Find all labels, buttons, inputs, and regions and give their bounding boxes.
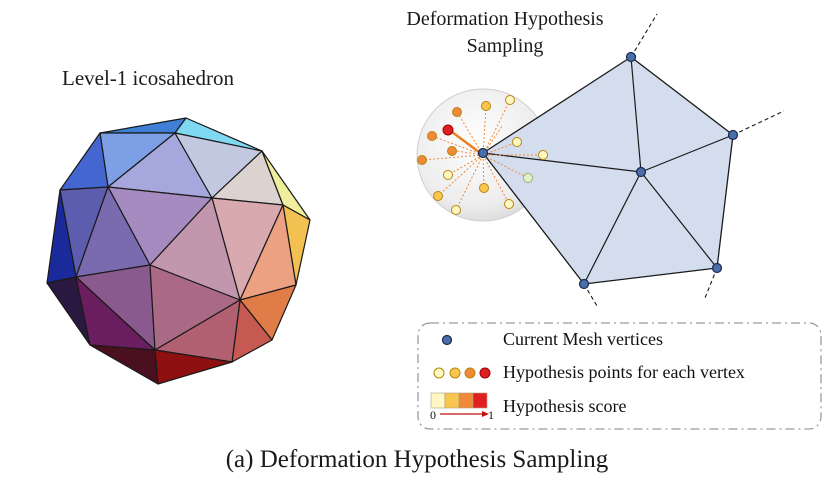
- hypothesis-point: [538, 150, 548, 160]
- sampling-title: Deformation Hypothesis Sampling: [370, 6, 640, 60]
- sampling-title-line1: Deformation Hypothesis: [406, 8, 604, 30]
- hypothesis-point: [452, 107, 462, 117]
- mesh-polygon: [482, 56, 734, 285]
- mesh-edge: [640, 171, 718, 269]
- mesh-vertex: [625, 51, 637, 63]
- hypothesis-point: [417, 155, 427, 165]
- hypothesis-point: [512, 137, 522, 147]
- legend-label-mesh-vertices: Current Mesh vertices: [503, 329, 663, 349]
- mesh-edge-extension: [583, 283, 598, 307]
- legend-box: [417, 322, 822, 430]
- ico-face: [89, 344, 159, 385]
- legend-label-hypothesis-score: Hypothesis score: [503, 396, 627, 416]
- score-arrow-head: [482, 411, 489, 417]
- mesh-edge: [630, 56, 642, 173]
- mesh-fan: [482, 13, 785, 307]
- hypothesis-point: [447, 146, 457, 156]
- hypothesis-point: [443, 170, 453, 180]
- score-max-label: 1: [488, 408, 494, 422]
- sampling-title-line2: Sampling: [466, 35, 544, 57]
- ico-face: [99, 117, 187, 134]
- mesh-edge-extension: [630, 13, 658, 58]
- ico-face: [59, 132, 109, 191]
- icosahedron-title: Level-1 icosahedron: [62, 66, 235, 90]
- hypothesis-point: [442, 124, 454, 136]
- hypothesis-point: [523, 173, 533, 183]
- hypothesis-point: [504, 199, 514, 209]
- hypothesis-points: [417, 95, 548, 215]
- legend-label-hypothesis-points: Hypothesis points for each vertex: [503, 362, 745, 382]
- hypothesis-point: [433, 191, 443, 201]
- legend-score-scale: [430, 392, 488, 409]
- mesh-edge-extension: [732, 110, 785, 136]
- ico-face: [154, 349, 233, 385]
- figure-caption: (a) Deformation Hypothesis Sampling: [225, 446, 609, 473]
- mesh-edge: [583, 171, 642, 285]
- mesh-vertex: [635, 166, 647, 178]
- legend-vertex-marker: [441, 334, 453, 346]
- legend-hypothesis-markers: [433, 367, 491, 379]
- score-min-label: 0: [430, 408, 436, 422]
- mesh-edge: [482, 152, 642, 173]
- mesh-vertex: [711, 262, 723, 274]
- best-hypothesis-arrow: [451, 131, 484, 156]
- mesh-edge: [640, 134, 734, 173]
- hypothesis-point: [505, 95, 515, 105]
- mesh-vertex: [578, 278, 590, 290]
- hypothesis-point: [451, 205, 461, 215]
- mesh-vertex: [477, 147, 489, 159]
- hypothesis-point: [479, 183, 489, 193]
- hypothesis-point: [427, 131, 437, 141]
- mesh-edge-extension: [704, 267, 718, 299]
- mesh-vertex: [727, 129, 739, 141]
- hypothesis-spokes: [421, 99, 543, 211]
- hypothesis-point: [481, 101, 491, 111]
- icosahedron: [46, 117, 311, 385]
- mesh-vertices: [477, 51, 739, 290]
